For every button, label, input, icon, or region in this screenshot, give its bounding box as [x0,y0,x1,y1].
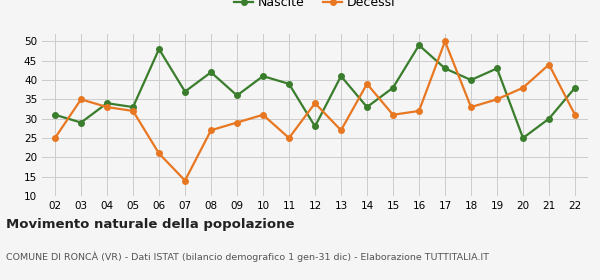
Legend: Nascite, Decessi: Nascite, Decessi [229,0,401,14]
Text: Movimento naturale della popolazione: Movimento naturale della popolazione [6,218,295,231]
Text: COMUNE DI RONCÀ (VR) - Dati ISTAT (bilancio demografico 1 gen-31 dic) - Elaboraz: COMUNE DI RONCÀ (VR) - Dati ISTAT (bilan… [6,252,489,263]
